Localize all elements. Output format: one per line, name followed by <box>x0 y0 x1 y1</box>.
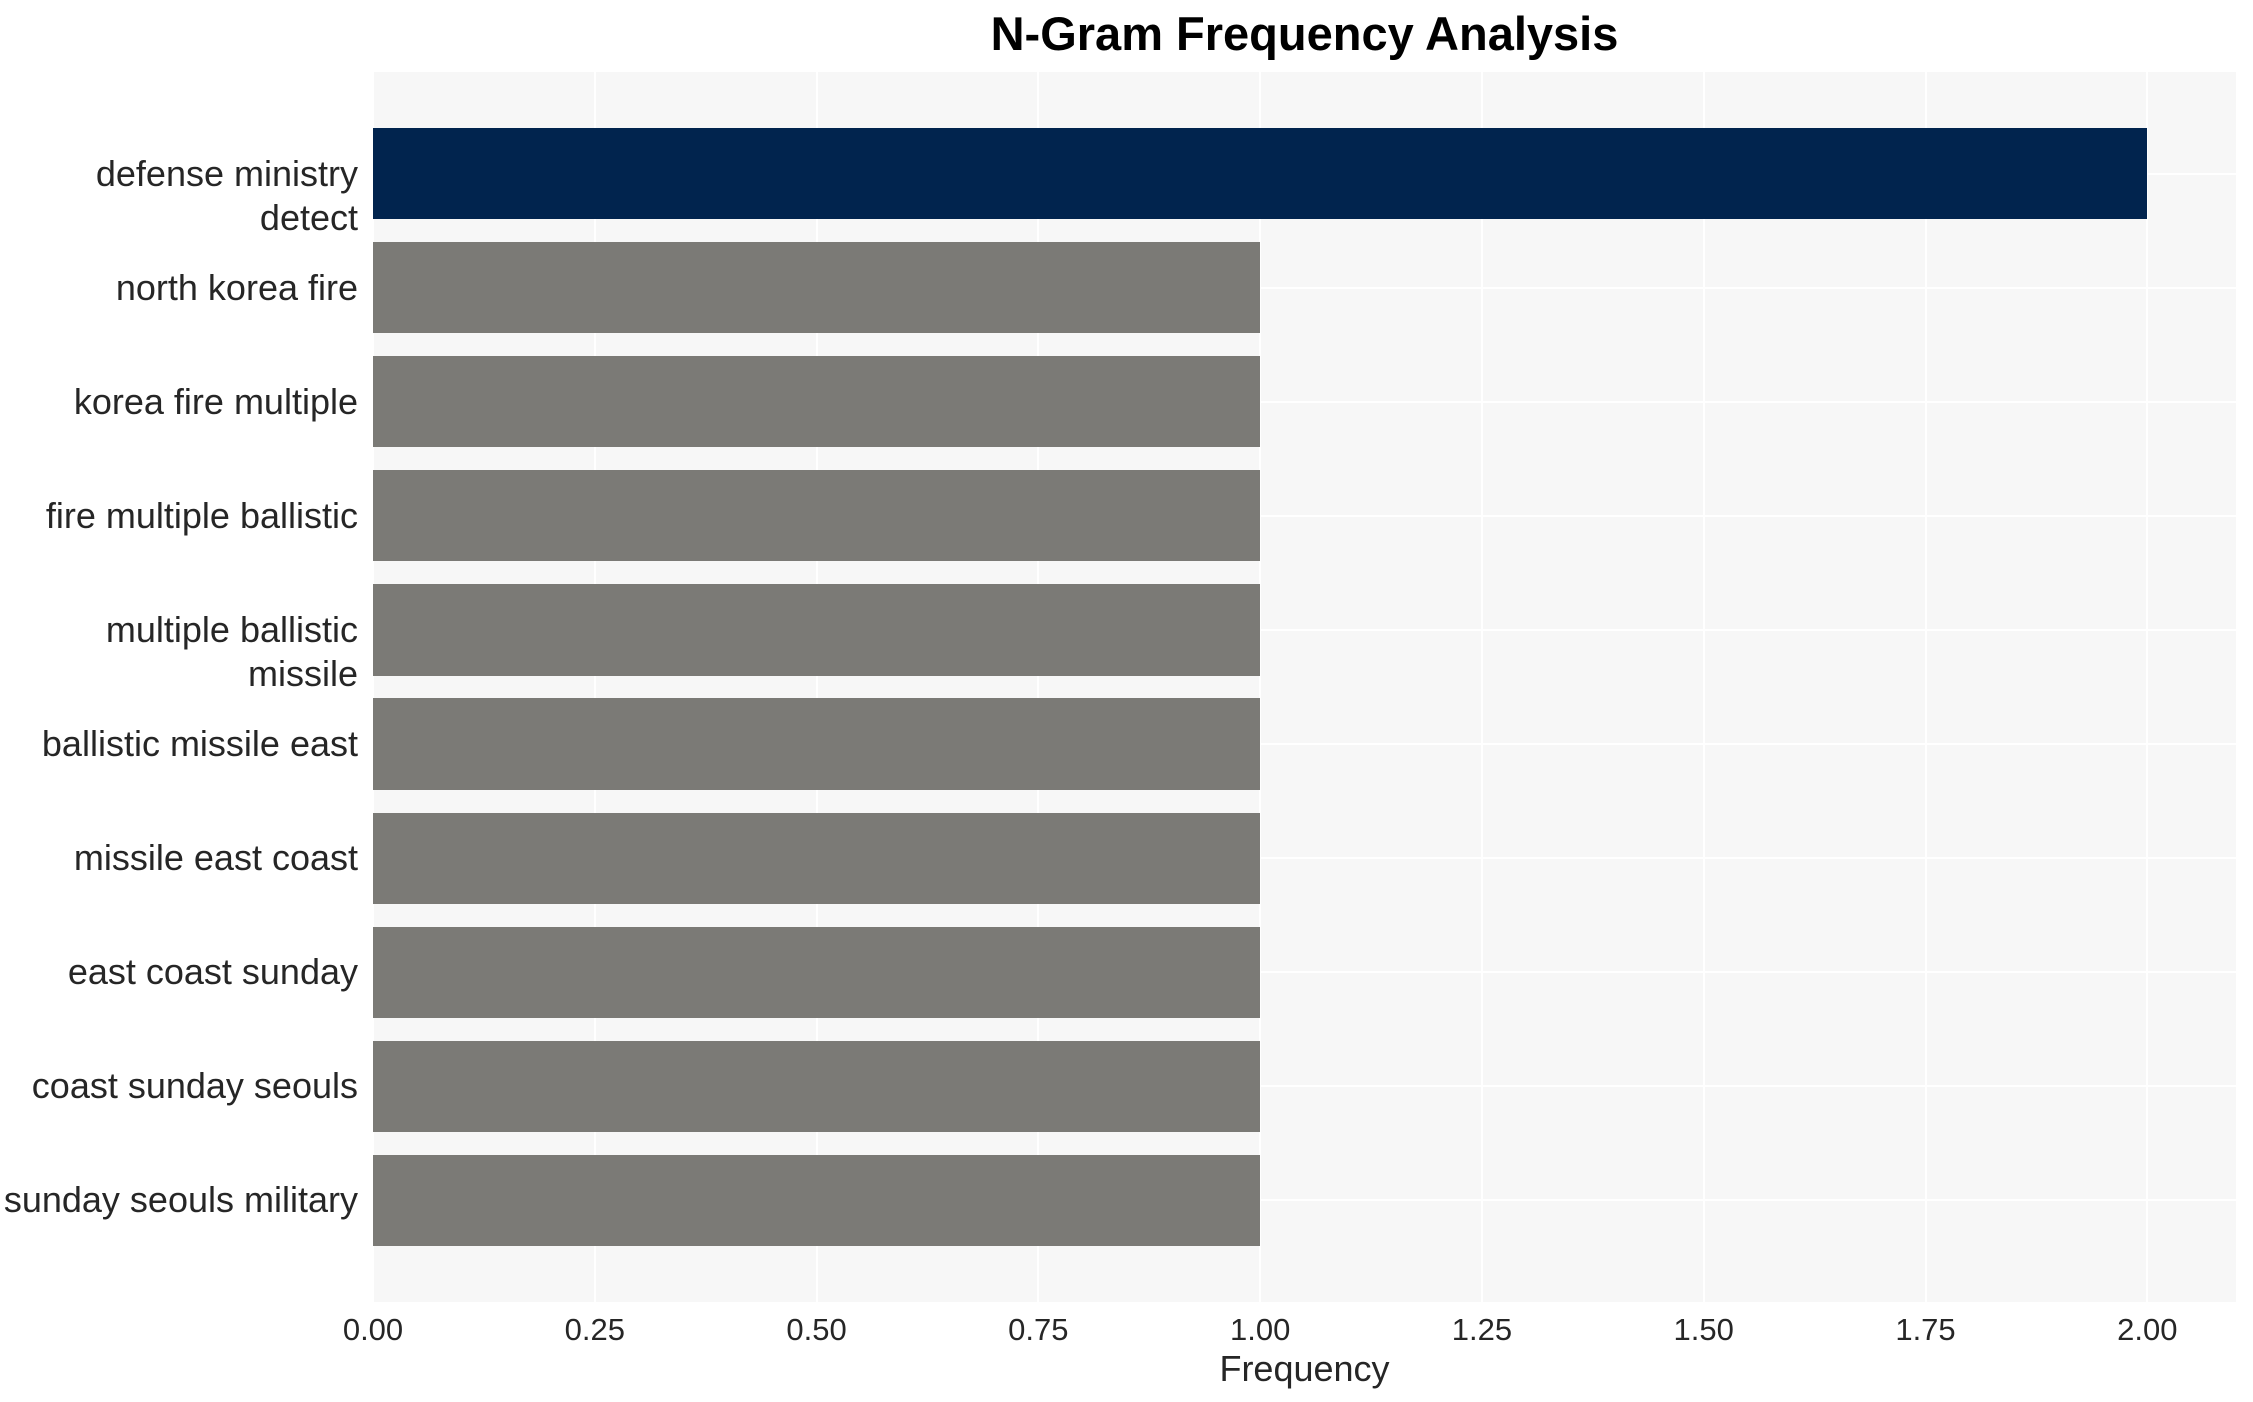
x-tick-label: 2.00 <box>2117 1312 2178 1347</box>
x-tick-label: 1.00 <box>1229 1312 1291 1347</box>
y-gridline <box>373 286 2236 289</box>
x-gridline <box>2146 72 2149 1302</box>
y-gridline <box>373 514 2236 517</box>
x-gridline <box>593 72 596 1302</box>
bar <box>373 470 1261 562</box>
y-tick-label: defense ministry detect <box>95 152 358 238</box>
bar <box>373 812 1261 904</box>
bar <box>373 356 1261 448</box>
y-tick-label: multiple ballistic missile <box>105 608 358 694</box>
y-gridline <box>373 1085 2236 1088</box>
bar <box>373 1154 1261 1247</box>
y-gridline <box>373 743 2236 746</box>
x-tick-label: 1.25 <box>1451 1312 1513 1347</box>
x-gridline <box>1259 72 1262 1302</box>
x-tick-label: 1.50 <box>1673 1312 1734 1347</box>
bar <box>373 1040 1261 1132</box>
x-gridline <box>373 72 374 1302</box>
y-gridline <box>373 1199 2236 1202</box>
bar <box>373 926 1261 1018</box>
y-gridline <box>373 857 2236 860</box>
y-tick-label: fire multiple ballistic <box>45 494 358 536</box>
y-tick-label: sunday seouls military <box>3 1179 358 1221</box>
x-gridline <box>1702 72 1705 1302</box>
x-axis-title: Frequency <box>1219 1348 1390 1389</box>
x-gridline <box>815 72 818 1302</box>
y-tick-label: missile east coast <box>73 837 358 879</box>
x-gridline <box>1924 72 1927 1302</box>
bar <box>373 127 2148 220</box>
y-tick-label: east coast sunday <box>67 951 358 993</box>
x-tick-label: 0.75 <box>1008 1312 1069 1347</box>
y-tick-label: coast sunday seouls <box>31 1065 358 1107</box>
y-tick-label: ballistic missile east <box>41 723 358 765</box>
x-tick-label: 0.25 <box>564 1312 625 1347</box>
x-gridline <box>1480 72 1483 1302</box>
plot-area <box>373 72 2236 1302</box>
bar <box>373 584 1261 676</box>
x-tick-label: 1.75 <box>1895 1312 1956 1347</box>
x-gridline <box>1037 72 1040 1302</box>
chart-title: N-Gram Frequency Analysis <box>990 7 1619 60</box>
y-gridline <box>373 971 2236 974</box>
bar <box>373 242 1261 334</box>
y-gridline <box>373 400 2236 403</box>
y-gridline <box>373 628 2236 631</box>
bar <box>373 698 1261 790</box>
y-tick-label: north korea fire <box>115 266 358 308</box>
x-tick-label: 0.00 <box>342 1312 404 1347</box>
y-tick-label: korea fire multiple <box>73 380 358 422</box>
x-tick-label: 0.50 <box>786 1312 847 1347</box>
